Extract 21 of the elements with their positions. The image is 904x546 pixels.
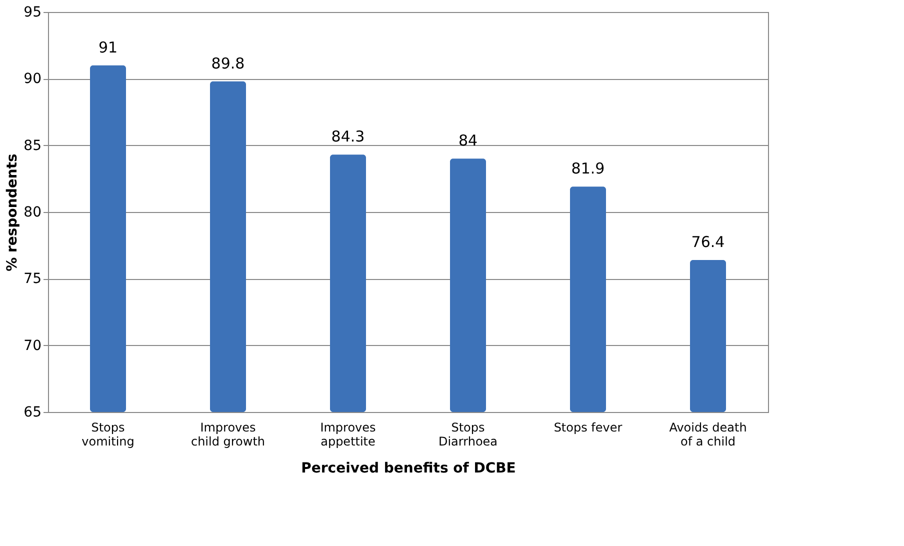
data-label: 89.8 <box>211 54 245 72</box>
data-label: 76.4 <box>691 233 725 251</box>
data-label: 84 <box>458 132 478 150</box>
y-tick-label: 80 <box>24 204 42 220</box>
x-tick-label: Avoids death of a child <box>669 420 747 448</box>
x-axis-title: Perceived benefits of DCBE <box>301 460 516 476</box>
y-tick-label: 95 <box>24 4 42 20</box>
y-tick-label: 70 <box>24 338 42 354</box>
y-tick-label: 65 <box>24 404 42 420</box>
y-axis-title: % respondents <box>4 154 21 272</box>
data-label: 81.9 <box>571 160 605 178</box>
x-tick-label: Improves appettite <box>320 420 376 448</box>
x-tick-label: Improves child growth <box>190 420 266 448</box>
y-tick-label: 85 <box>24 138 42 154</box>
x-tick-label: Stops fever <box>554 420 622 434</box>
x-tick-label: Stops vomiting <box>82 420 134 448</box>
x-tick-label: Stops Diarrhoea <box>438 420 498 448</box>
y-tick-label: 90 <box>24 71 42 88</box>
data-label: 84.3 <box>331 128 365 146</box>
data-label: 91 <box>98 38 118 56</box>
y-tick-label: 75 <box>24 271 42 288</box>
